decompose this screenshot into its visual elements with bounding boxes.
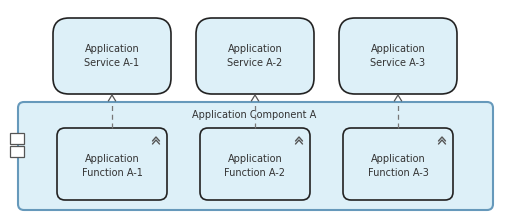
FancyBboxPatch shape bbox=[200, 128, 310, 200]
FancyBboxPatch shape bbox=[339, 18, 457, 94]
FancyBboxPatch shape bbox=[10, 133, 23, 144]
Text: Application
Function A-2: Application Function A-2 bbox=[224, 154, 286, 178]
FancyBboxPatch shape bbox=[53, 18, 171, 94]
FancyBboxPatch shape bbox=[57, 128, 167, 200]
Text: Application Component A: Application Component A bbox=[192, 110, 317, 120]
Text: Application
Service A-3: Application Service A-3 bbox=[371, 44, 426, 68]
Text: Application
Service A-1: Application Service A-1 bbox=[84, 44, 139, 68]
FancyBboxPatch shape bbox=[343, 128, 453, 200]
FancyBboxPatch shape bbox=[196, 18, 314, 94]
FancyBboxPatch shape bbox=[10, 146, 23, 157]
Text: Application
Function A-1: Application Function A-1 bbox=[81, 154, 143, 178]
FancyBboxPatch shape bbox=[18, 102, 493, 210]
Text: Application
Service A-2: Application Service A-2 bbox=[228, 44, 282, 68]
Text: Application
Function A-3: Application Function A-3 bbox=[367, 154, 429, 178]
